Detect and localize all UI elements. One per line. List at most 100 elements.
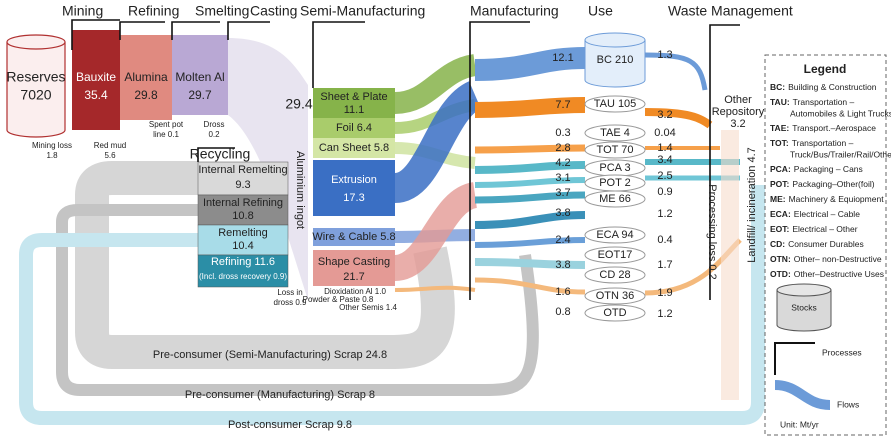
legend-abbr: POT: — [770, 179, 790, 189]
legend-abbr: OTN: — [770, 254, 791, 264]
use-stock — [584, 226, 646, 244]
flow — [474, 97, 586, 118]
flow-value: 3.4 — [657, 154, 672, 166]
semi-label: 11.1 — [344, 104, 365, 116]
loss-label: Mining loss — [32, 141, 72, 150]
flow — [394, 285, 476, 292]
flow-value: 0.8 — [555, 306, 570, 318]
minor-semi: Powder & Paste 0.8 — [303, 295, 374, 304]
legend-text: Electrical – Other — [792, 224, 857, 234]
use-label: TOT 70 — [597, 144, 634, 156]
stage-header: Use — [588, 3, 613, 19]
flow-value: 0.9 — [657, 186, 672, 198]
stage-header: Manufacturing — [470, 3, 559, 19]
recycling-box — [197, 254, 289, 288]
minor-semi: Other Semis 1.4 — [339, 303, 397, 312]
legend-flow — [774, 380, 831, 410]
flow — [474, 161, 586, 174]
flow — [392, 81, 483, 203]
use-stock — [584, 190, 646, 208]
legend-abbr: PCA: — [770, 164, 791, 174]
legend-text: Electrical – Cable — [794, 209, 860, 219]
use-stock — [584, 124, 646, 142]
legend-entry: TAE: Transport.–Aerospace — [770, 123, 876, 133]
semi-label: Foil 6.4 — [336, 122, 372, 134]
semi-box — [313, 88, 395, 118]
legend-text: Packaging – Cans — [794, 164, 863, 174]
node-label: Molten Al — [175, 70, 224, 84]
stage-header: Refining — [128, 3, 179, 19]
legend-flows: Flows — [837, 399, 859, 409]
flow-value: 2.5 — [657, 170, 672, 182]
use-label: EOT17 — [598, 249, 633, 261]
semi-label: Shape Casting — [318, 256, 390, 268]
legend-entry: PCA: Packaging – Cans — [770, 164, 863, 174]
legend-abbr: CD: — [770, 239, 785, 249]
legend-processes: Processes — [822, 347, 862, 357]
legend-text: Transportation – — [792, 138, 854, 148]
use-stock — [584, 246, 646, 264]
legend-entry: ME: Machinery & Equiopment — [770, 194, 884, 204]
repository-label: 3.2 — [730, 118, 745, 130]
flow-value: 1.2 — [657, 208, 672, 220]
legend-abbr: OTD: — [770, 269, 791, 279]
semi-box — [313, 250, 395, 286]
flow — [392, 182, 479, 281]
molten-al-box — [172, 35, 228, 115]
flow-value: 1.2 — [657, 308, 672, 320]
semi-label: Can Sheet 5.8 — [319, 142, 389, 154]
flow — [474, 277, 586, 295]
scrap-label: Post-consumer Scrap 9.8 — [228, 419, 352, 431]
recycling-box — [197, 194, 289, 226]
legend-unit: Unit: Mt/yr — [780, 419, 819, 429]
post-consumer-scrap-flow — [19, 185, 765, 425]
legend-stocks: Stocks — [791, 302, 817, 312]
flow-value: 2.8 — [555, 142, 570, 154]
loss-label: 1.8 — [46, 151, 58, 160]
node-label: Alumina — [124, 70, 168, 84]
flow — [474, 177, 586, 188]
flow-value: 1.9 — [657, 287, 672, 299]
legend-abbr: TAU: — [770, 97, 790, 107]
semi-scrap-flow — [75, 161, 455, 369]
loss-label: 0.2 — [208, 130, 220, 139]
use-stock — [584, 287, 646, 305]
legend-text: Building & Construction — [788, 82, 877, 92]
node-value: 29.7 — [188, 88, 212, 102]
flow-value: 7.7 — [555, 99, 570, 111]
loss-label: Loss in — [277, 288, 302, 297]
node-label: Bauxite — [76, 70, 116, 84]
flow — [644, 52, 708, 91]
semi-label: 17.3 — [343, 192, 364, 204]
legend-process — [774, 342, 815, 375]
minor-semi: Dioxidation Al 1.0 — [324, 287, 386, 296]
flow-value: 0.3 — [555, 127, 570, 139]
legend-text: Packaging–Other(foil) — [792, 179, 874, 189]
semi-label: Sheet & Plate — [320, 91, 387, 103]
semi-label: Extrusion — [331, 174, 377, 186]
legend-entry: OTN: Other– non-Destructive — [770, 254, 882, 264]
repository-label: Repository — [712, 106, 765, 118]
recycling-box — [197, 161, 289, 196]
flow-value: 12.1 — [552, 52, 573, 64]
legend-entry: BC: Building & Construction — [770, 82, 877, 92]
semi-label: Wire & Cable 5.8 — [312, 231, 395, 243]
legend-abbr: TOT: — [770, 138, 789, 148]
stage-header: Semi-Manufacturing — [300, 3, 425, 19]
legend-entry: OTD: Other–Destructive Uses — [770, 269, 884, 279]
node-value: 35.4 — [84, 88, 108, 102]
flow-value: 3.7 — [555, 187, 570, 199]
use-label: OTN 36 — [596, 290, 635, 302]
recycling-label: 10.8 — [232, 210, 253, 222]
stage-header: Waste Management — [668, 3, 793, 19]
flow-value: 1.7 — [657, 259, 672, 271]
recycling-label: Remelting — [218, 227, 268, 239]
reserves-stock-top — [6, 34, 66, 50]
legend-entry: Automobiles & Light Trucks — [790, 108, 891, 118]
scrap-label: Pre-consumer (Semi-Manufacturing) Scrap … — [153, 349, 387, 361]
semi-label: 21.7 — [343, 271, 364, 283]
use-label: BC 210 — [597, 54, 634, 66]
use-label: TAU 105 — [594, 98, 637, 110]
node-label: Reserves — [6, 69, 65, 85]
flow-value: 4.2 — [555, 157, 570, 169]
